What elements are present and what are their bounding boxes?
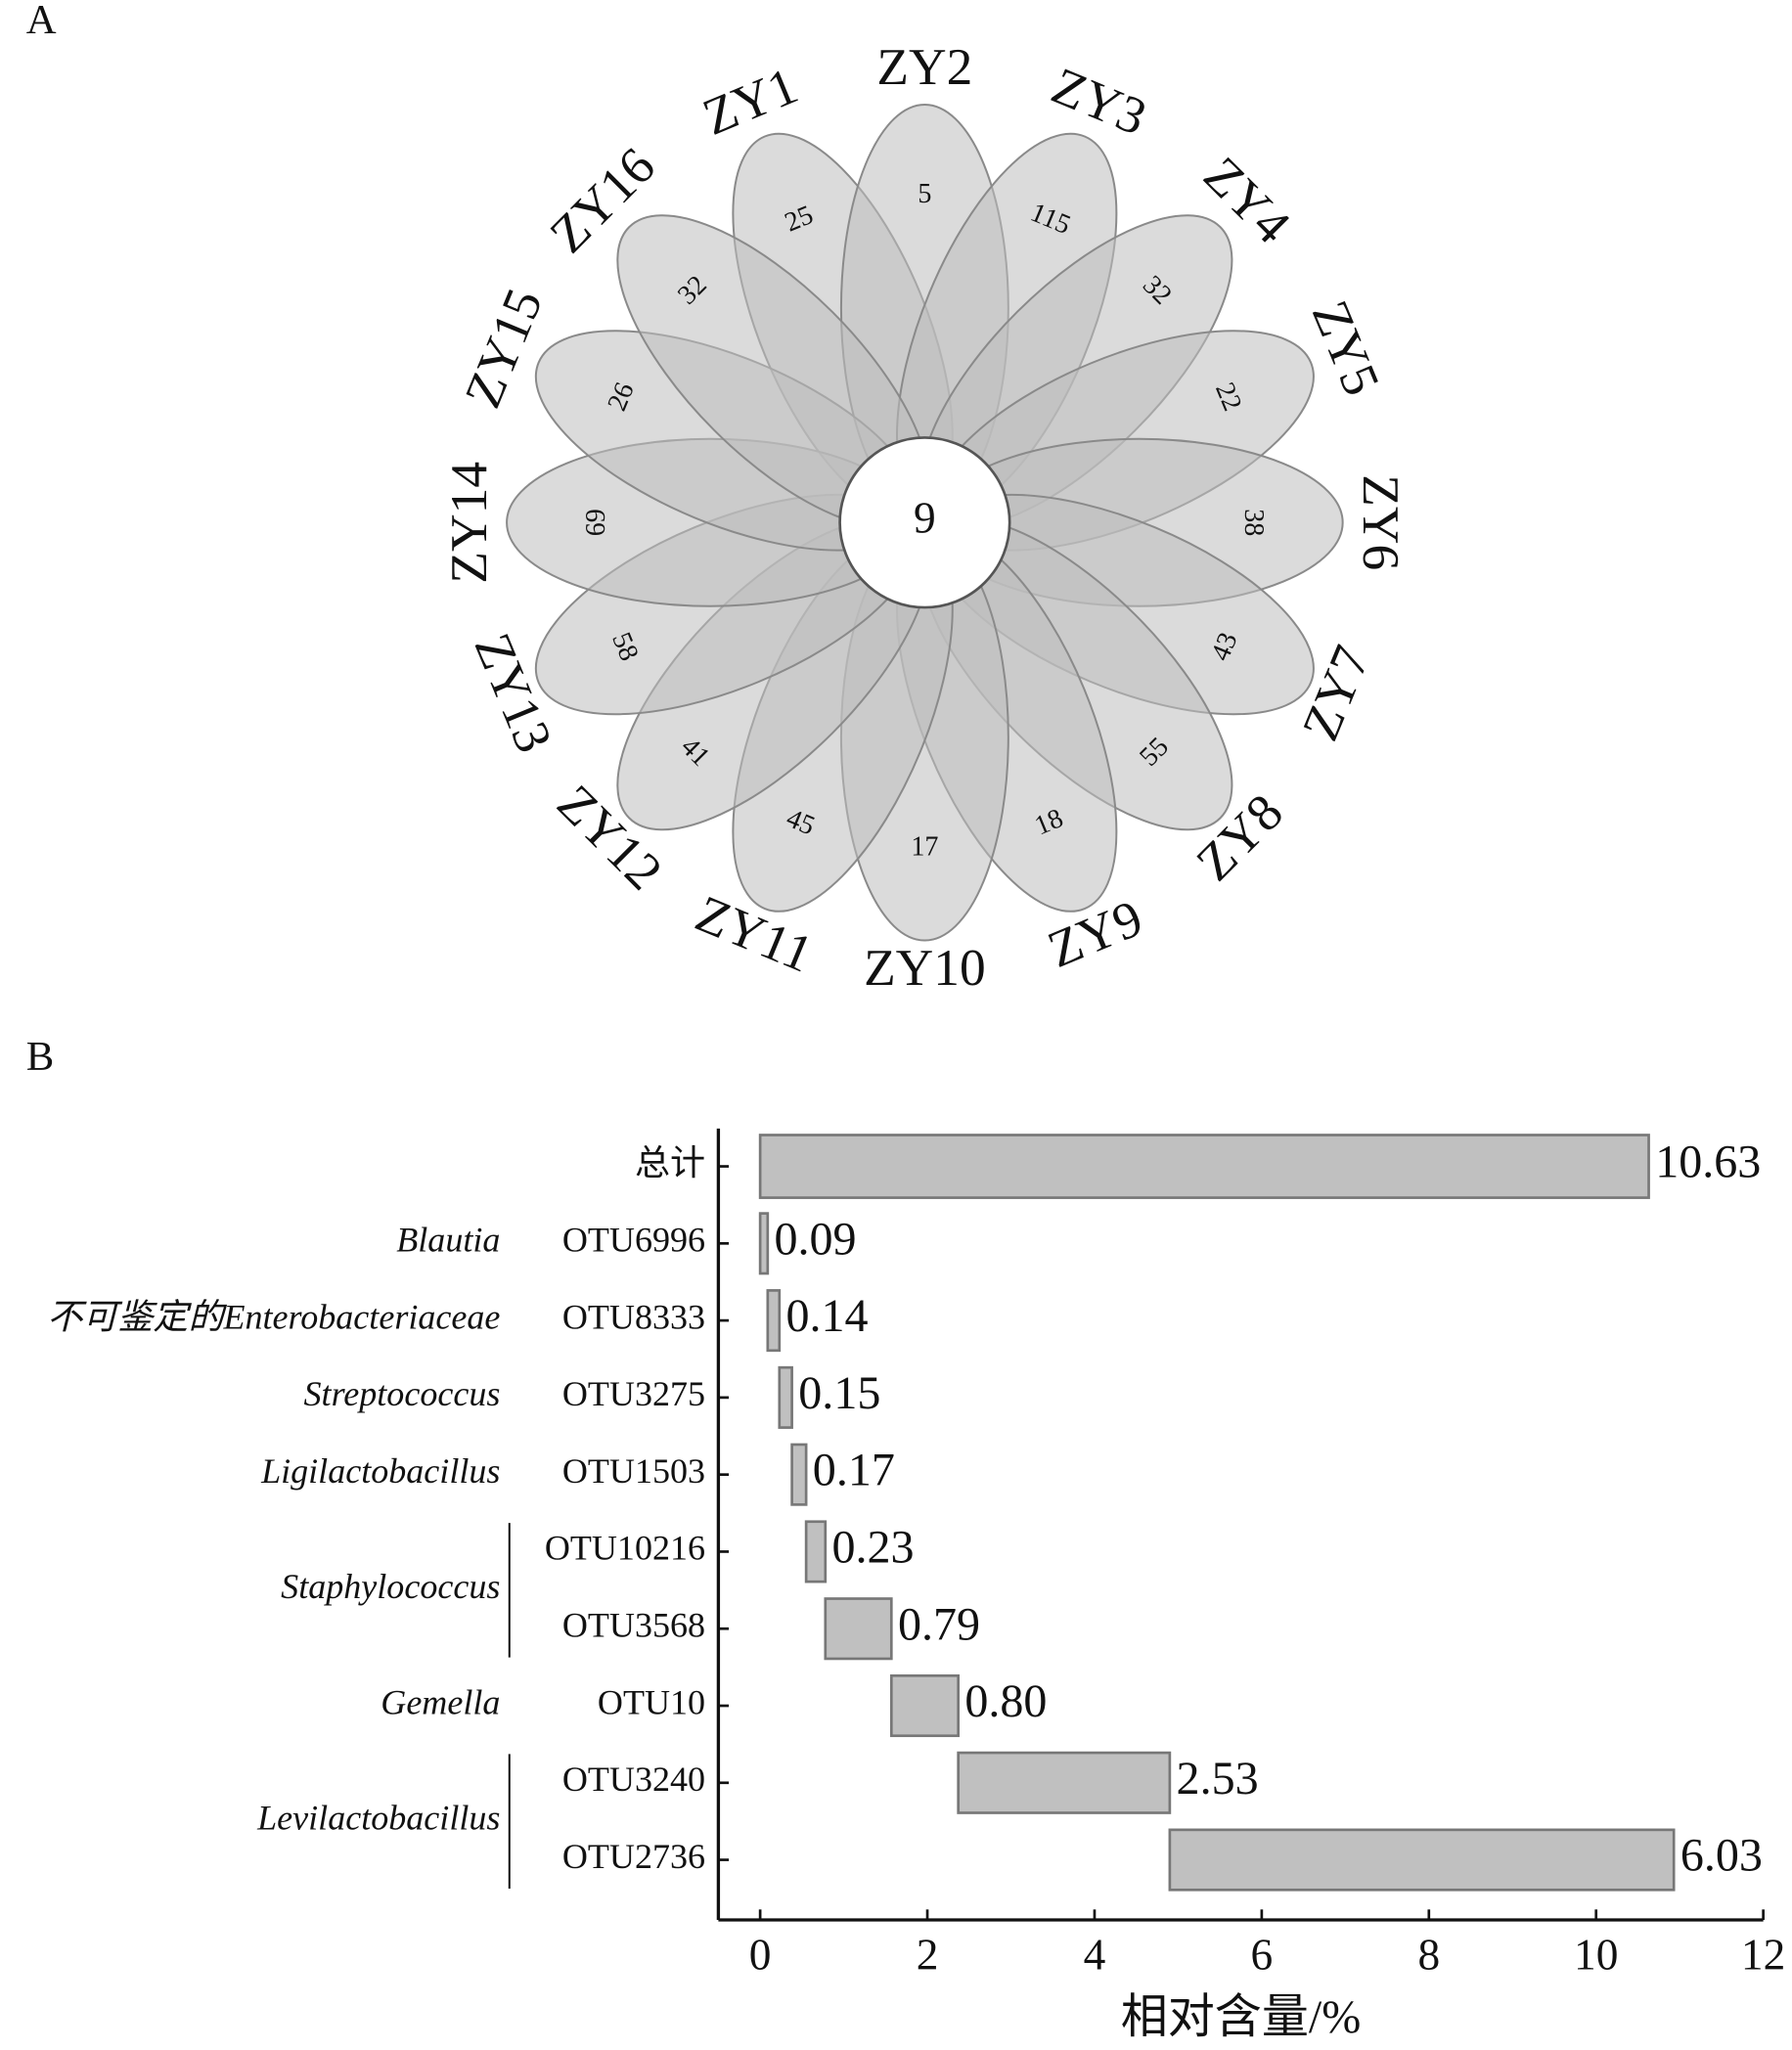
panel-label: B [26,1034,55,1080]
petal-label: ZY10 [864,938,986,997]
value-label: 2.53 [1177,1753,1259,1805]
petal-label: ZY6 [1352,474,1411,570]
value-label: 0.79 [898,1598,980,1650]
value-label: 0.15 [798,1367,880,1419]
bar [889,1673,961,1738]
genus-label: Ligilactobacillus [260,1451,500,1491]
genus-label: Staphylococcus [281,1567,500,1606]
petal-label: ZY3 [1044,56,1154,147]
petal-value: 5 [918,179,931,209]
petal-value: 38 [1238,509,1269,536]
category-label: OTU2736 [562,1837,705,1876]
center-value: 9 [914,494,936,543]
genus-label: 不可鉴定的Enterobacteriaceae [47,1297,500,1336]
x-axis-title: 相对含量/% [1121,1991,1362,2043]
x-tick-label: 2 [917,1930,939,1979]
petal-label: ZY1 [694,56,805,147]
value-label: 10.63 [1655,1136,1761,1188]
bar [790,1443,808,1506]
petal-label: ZY2 [876,37,972,96]
value-label: 6.03 [1680,1830,1763,1882]
petal-value: 17 [911,832,938,863]
category-label: OTU10216 [545,1529,705,1568]
genus-label: Gemella [381,1682,500,1721]
value-label: 0.09 [774,1213,856,1265]
value-label: 0.23 [831,1521,914,1573]
category-label: OTU3240 [562,1760,705,1799]
bar [824,1597,893,1661]
category-label: OTU6996 [562,1221,705,1260]
category-label: 总计 [635,1143,705,1182]
value-label: 0.17 [813,1445,895,1496]
bar [778,1365,793,1429]
genus-label: Levilactobacillus [256,1798,500,1837]
bar [957,1751,1172,1814]
x-tick-label: 6 [1251,1930,1274,1979]
genus-label: Blautia [396,1221,500,1260]
bar [1168,1828,1676,1892]
bar [758,1134,1650,1199]
petal-label: ZY14 [439,462,498,584]
x-tick-label: 10 [1574,1930,1618,1979]
category-label: OTU10 [598,1682,705,1721]
value-label: 0.80 [964,1675,1047,1727]
category-label: OTU1503 [562,1451,705,1491]
bar [804,1520,828,1583]
genus-label: Streptococcus [304,1374,501,1413]
bar [766,1289,782,1353]
center-circle [838,436,1011,609]
x-tick-label: 4 [1084,1930,1106,1979]
petal-label: ZY5 [1301,292,1392,403]
x-tick-label: 12 [1741,1930,1785,1979]
x-tick-label: 0 [749,1930,772,1979]
x-tick-label: 8 [1417,1930,1440,1979]
category-label: OTU3568 [562,1605,705,1644]
bar [758,1212,770,1275]
value-label: 0.14 [785,1290,868,1342]
petal-value: 69 [581,509,611,536]
category-label: OTU8333 [562,1297,705,1336]
panel-label: A [26,0,57,43]
category-label: OTU3275 [562,1374,705,1413]
